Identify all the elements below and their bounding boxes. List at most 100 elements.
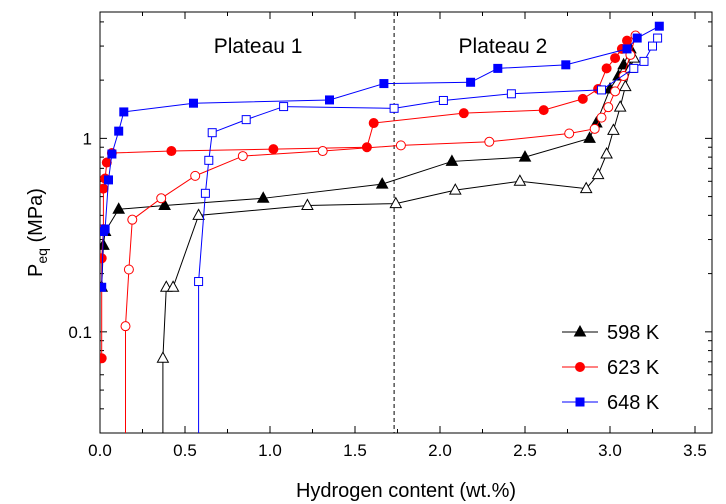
- data-point: [301, 198, 314, 210]
- data-point: [389, 103, 399, 113]
- data-point: [458, 108, 469, 119]
- legend-marker: [573, 324, 587, 337]
- data-point: [368, 118, 379, 129]
- data-point: [100, 282, 107, 292]
- data-point: [379, 79, 389, 89]
- data-point: [445, 154, 459, 166]
- legend-label: 623 K: [607, 357, 660, 379]
- data-point: [506, 89, 516, 99]
- data-point: [597, 85, 606, 95]
- data-point: [156, 351, 170, 363]
- data-point: [448, 183, 462, 195]
- data-point: [577, 93, 588, 104]
- data-point: [107, 149, 117, 159]
- series-line: [101, 40, 628, 359]
- data-point: [100, 224, 110, 234]
- series-4-square-filled: [100, 21, 664, 292]
- data-point: [166, 280, 180, 292]
- data-point: [600, 146, 613, 159]
- data-point: [622, 44, 632, 54]
- series-line: [198, 37, 659, 433]
- plateau-2-label: Plateau 2: [459, 35, 548, 58]
- data-point: [189, 98, 198, 108]
- legend-label: 598 K: [607, 322, 660, 344]
- legend-marker: [575, 397, 585, 407]
- data-point: [613, 100, 627, 112]
- series-5-square-open: [194, 33, 663, 433]
- axes-layer: 0.0 0.5 1.0 1.5 2.0 2.5 3.0 3.5 0.1 1: [68, 11, 713, 460]
- text-layer: Hydrogen content (wt.%) Peq (MPa) Platea…: [25, 35, 547, 502]
- data-point: [241, 115, 251, 125]
- data-point: [190, 170, 201, 181]
- data-point: [564, 128, 575, 139]
- data-point: [610, 86, 621, 97]
- x-tick-label: 1.5: [343, 441, 367, 460]
- data-point: [127, 214, 138, 225]
- data-point: [237, 151, 248, 162]
- data-point: [518, 150, 532, 162]
- data-point: [101, 157, 112, 168]
- data-point: [596, 112, 607, 123]
- data-point: [466, 77, 476, 87]
- data-point: [100, 353, 107, 364]
- y-axis-title-main: P: [25, 264, 47, 277]
- series-line: [162, 57, 635, 433]
- plot-frame: [99, 11, 713, 434]
- y-tick-label: 1: [83, 129, 92, 148]
- data-point: [538, 105, 549, 116]
- data-point: [639, 56, 649, 66]
- series-line: [101, 48, 631, 288]
- data-point: [438, 95, 448, 105]
- x-tick-label: 2.0: [428, 441, 452, 460]
- x-tick-label: 3.5: [683, 441, 707, 460]
- y-axis-title-subscript: eq: [34, 248, 50, 264]
- data-point: [156, 193, 167, 204]
- data-point: [610, 53, 621, 64]
- data-point: [194, 277, 204, 287]
- x-tick-label: 2.5: [513, 441, 537, 460]
- data-point: [648, 41, 657, 51]
- data-point: [104, 175, 113, 185]
- data-point: [200, 188, 210, 198]
- data-point: [607, 123, 620, 135]
- data-point: [601, 63, 612, 74]
- data-point: [375, 177, 389, 189]
- data-point: [493, 63, 503, 73]
- x-axis-title: Hydrogen content (wt.%): [296, 480, 516, 502]
- x-tick-label: 0.5: [173, 441, 197, 460]
- data-point: [119, 107, 129, 117]
- data-point: [589, 123, 600, 134]
- data-point: [256, 191, 270, 203]
- plateau-1-label: Plateau 1: [214, 35, 303, 58]
- data-point: [583, 131, 596, 143]
- data-point: [114, 126, 124, 136]
- series-line: [101, 25, 660, 288]
- data-point: [513, 174, 527, 186]
- data-point: [579, 181, 593, 194]
- data-point: [618, 79, 632, 92]
- data-point: [325, 95, 334, 105]
- y-axis-title: Peq (MPa): [25, 188, 50, 277]
- legend-marker: [575, 362, 585, 372]
- data-point: [317, 146, 328, 157]
- data-point: [158, 198, 171, 210]
- data-point: [389, 196, 403, 209]
- data-point: [632, 33, 642, 43]
- data-point: [100, 183, 109, 194]
- data-point: [207, 128, 217, 138]
- data-point: [268, 144, 279, 155]
- data-point: [279, 102, 289, 112]
- data-point: [653, 33, 663, 43]
- data-point: [120, 321, 131, 332]
- data-point: [629, 63, 639, 73]
- data-point: [622, 35, 632, 46]
- y-tick-label: 0.1: [68, 323, 92, 342]
- y-axis-title-unit: (MPa): [25, 188, 47, 248]
- data-point: [112, 202, 126, 214]
- data-point: [395, 140, 406, 151]
- data-point: [204, 155, 214, 165]
- data-point: [591, 167, 605, 180]
- series-0-triangle-filled: [100, 41, 637, 292]
- x-tick-label: 0.0: [88, 441, 112, 460]
- x-tick-label: 3.0: [598, 441, 622, 460]
